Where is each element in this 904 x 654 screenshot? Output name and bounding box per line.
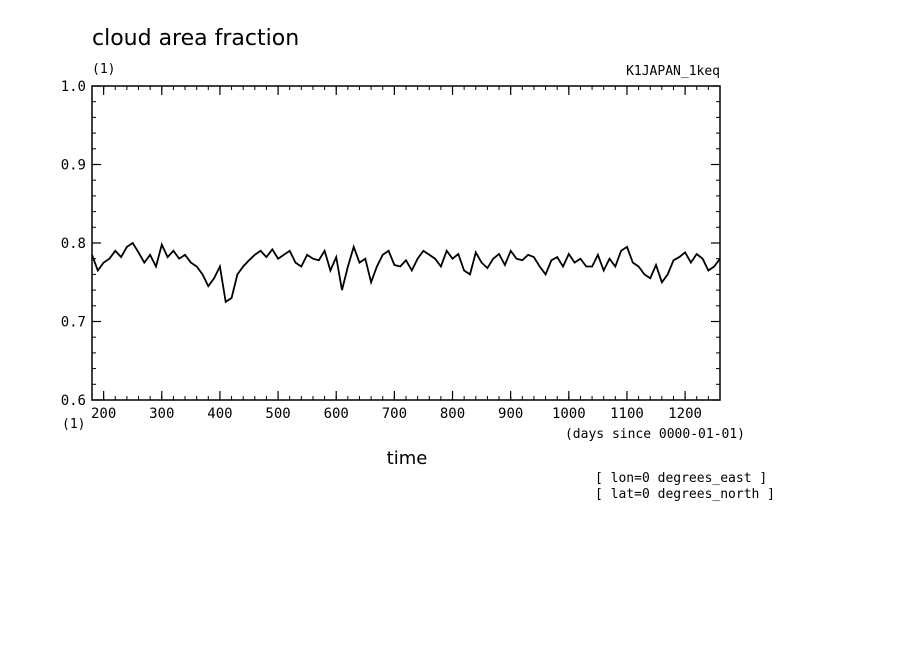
y-tick-label: 0.8 (61, 236, 86, 252)
plot-frame (91, 85, 721, 401)
y-tick-label: 0.9 (61, 158, 86, 174)
x-tick-label: 400 (207, 406, 232, 422)
y-tick-label: 1.0 (61, 79, 86, 95)
x-tick-label: 1100 (610, 406, 644, 422)
x-tick-label: 1200 (668, 406, 702, 422)
x-tick-label: 800 (440, 406, 465, 422)
dataset-label: K1JAPAN_1keq (626, 64, 720, 79)
x-tick-label: 700 (382, 406, 407, 422)
axes (91, 85, 721, 401)
units-label: (1) (92, 62, 115, 77)
ticks (91, 85, 721, 401)
x-tick-label: 200 (91, 406, 116, 422)
x-units-label: (days since 0000-01-01) (565, 427, 745, 442)
chart-title: cloud area fraction (92, 26, 299, 51)
y-tick-label: 0.6 (61, 393, 86, 409)
annotation-lat: [ lat=0 degrees_north ] (595, 487, 775, 502)
series-line (91, 241, 721, 304)
y-tick-label: 0.7 (61, 315, 86, 331)
x-axis-title: time (387, 448, 428, 469)
y-units-corner: (1) (62, 417, 85, 432)
x-tick-label: 1000 (552, 406, 586, 422)
annotation-lon: [ lon=0 degrees_east ] (595, 471, 767, 486)
tick-labels: 200 300 400 500 600 700 800 900 1000 1100 1200 0.6 0… (61, 79, 702, 422)
x-tick-label: 900 (498, 406, 523, 422)
x-tick-label: 300 (149, 406, 174, 422)
x-tick-label: 600 (324, 406, 349, 422)
x-tick-label: 500 (265, 406, 290, 422)
